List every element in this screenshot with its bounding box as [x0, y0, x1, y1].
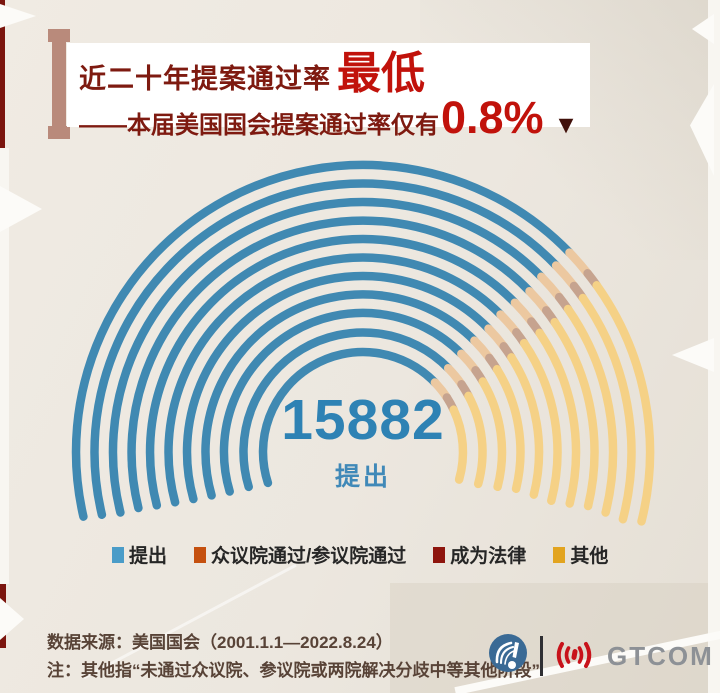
arc-segment-introduced [201, 290, 479, 500]
title-line2-highlight: 0.8% [441, 92, 544, 143]
branding-row: GTCOM [488, 634, 714, 678]
arc-segment-other [550, 317, 599, 511]
legend-item-became-law: 成为法律 [433, 541, 526, 568]
arc-segment-other [592, 281, 655, 526]
arc-segment-introduced [71, 160, 574, 521]
title-line1-highlight: 最低 [337, 49, 425, 98]
title-line2-text: ——本届美国国会提案通过率仅有 [79, 112, 439, 139]
arc-segment-introduced [258, 347, 440, 488]
gtcom-wordmark: GTCOM [607, 640, 714, 671]
legend-swatch-other [553, 546, 566, 563]
logo-divider [540, 636, 543, 676]
legend-swatch-passed-house-senate [194, 546, 207, 563]
legend-item-passed-house-senate: 众议院通过/参议院通过 [194, 541, 406, 568]
arc-segment-other [578, 293, 636, 524]
title-line1-text: 近二十年提案通过率 [79, 64, 331, 94]
legend-label-passed-house-senate: 众议院通过/参议院通过 [211, 546, 407, 567]
arc-segment-other [519, 338, 562, 505]
title-line-1: 近二十年提案通过率 最低 [79, 52, 590, 96]
arc-segment-other [535, 328, 581, 508]
arc-segment-introduced [164, 253, 505, 507]
arc-segment-other [478, 377, 507, 492]
arc-segment-introduced [182, 271, 493, 504]
column-cap-bottom [48, 126, 70, 139]
legend-label-other: 其他 [570, 546, 609, 567]
arc-segment-introduced [127, 216, 534, 513]
legend-item-introduced: 提出 [112, 541, 167, 568]
arc-segment-introduced [90, 179, 561, 519]
legend-swatch-became-law [433, 546, 446, 563]
arc-segment-introduced [108, 197, 546, 517]
chart-legend: 提出 众议院通过/参议院通过 成为法律 其他 [112, 541, 608, 568]
legend-label-introduced: 提出 [129, 546, 168, 567]
footnote-text: 注：其他指“未通过众议院、参议院或两院解决分歧中等其他阶段” [47, 661, 540, 680]
column-shaft [52, 40, 66, 128]
introduced-count: 15882 [281, 388, 445, 452]
legend-label-became-law: 成为法律 [450, 546, 527, 567]
arc-segment-introduced [219, 308, 466, 496]
legend-swatch-introduced [112, 546, 124, 563]
arc-segment-other [492, 364, 525, 494]
arc-segment-other [507, 353, 544, 499]
arc-segment-introduced [239, 328, 453, 492]
title-line-2: ——本届美国国会提案通过率仅有 0.8% ▼ [79, 92, 590, 143]
legend-item-other: 其他 [553, 541, 608, 568]
china-net-logo [489, 634, 527, 672]
gtcom-radio-icon [556, 642, 592, 668]
title-banner: 近二十年提案通过率 最低 ——本届美国国会提案通过率仅有 0.8% ▼ [67, 43, 590, 140]
data-source-text: 数据来源：美国国会（2001.1.1—2022.8.24） [47, 633, 393, 652]
chart-center-label: 15882 提出 [238, 392, 488, 493]
arc-segment-other [449, 405, 468, 484]
column-cap-top [48, 29, 70, 42]
roman-column-icon [48, 29, 70, 139]
arc-segment-introduced [145, 234, 520, 510]
down-triangle-icon: ▼ [553, 111, 579, 139]
arc-segment-other [563, 304, 618, 517]
arc-segment-other [464, 391, 487, 489]
introduced-label: 提出 [334, 463, 391, 491]
